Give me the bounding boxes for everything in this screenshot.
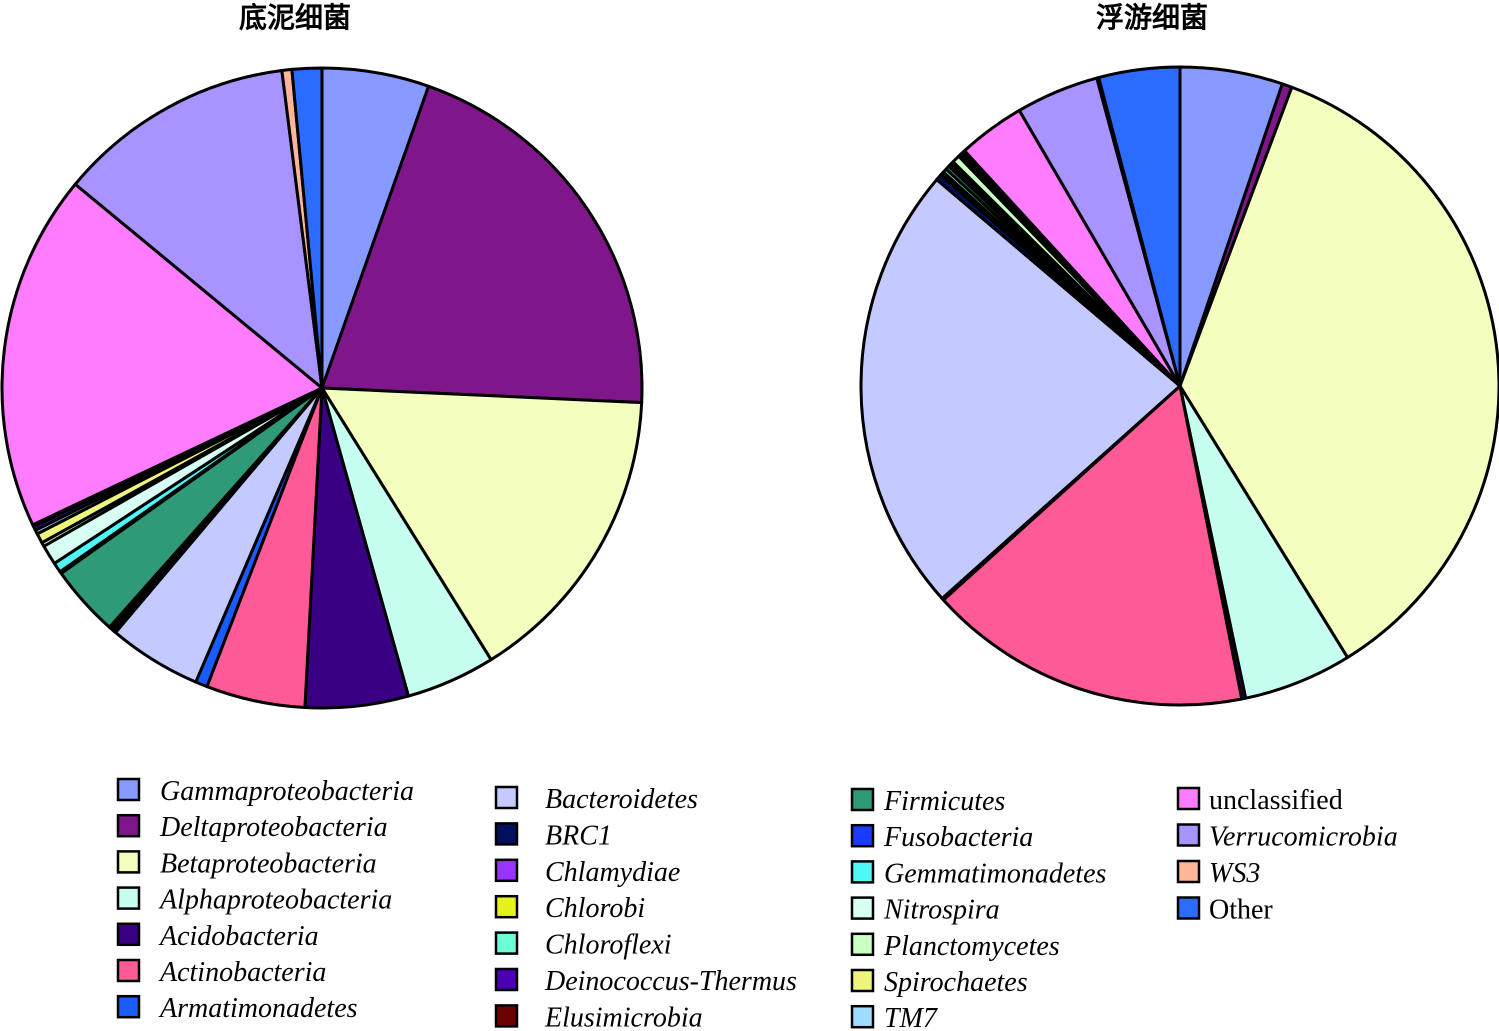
legend-swatch-spirochaetes xyxy=(850,968,875,993)
legend-label-gemmatimonadetes: Gemmatimonadetes xyxy=(884,858,1107,889)
legend-label-deltaproteobacteria: Deltaproteobacteria xyxy=(159,812,388,843)
legend-swatch-alphaproteobacteria xyxy=(116,886,141,910)
legend-swatch-gemmatimonadetes xyxy=(850,860,875,884)
pie-title-plankton: 浮游细菌 xyxy=(1096,1,1208,34)
legend-swatch-chloroflexi xyxy=(494,931,519,955)
legend-label-betaproteobacteria: Betaproteobacteria xyxy=(160,848,377,879)
pie-slice-sediment-unclassified xyxy=(0,182,324,527)
pie-slice-sediment-other xyxy=(290,66,324,390)
legend-label-deinococcus-thermus: Deinococcus-Thermus xyxy=(544,966,797,997)
legend-label-fusobacteria: Fusobacteria xyxy=(883,822,1033,853)
legend-label-chlorobi: Chlorobi xyxy=(545,893,645,924)
pie-slice-sediment-betaproteobacteria xyxy=(320,386,644,662)
legend-swatch-chlorobi xyxy=(494,894,519,919)
legend-label-chloroflexi: Chloroflexi xyxy=(545,930,672,961)
legend-label-brc1: BRC1 xyxy=(545,820,612,851)
legend-swatch-brc1 xyxy=(494,822,519,846)
legend-label-unclassified: unclassified xyxy=(1209,785,1343,816)
legend-swatch-fusobacteria xyxy=(850,823,875,848)
legend-swatch-deltaproteobacteria xyxy=(116,813,141,838)
legend-swatch-verrucomicrobia xyxy=(1176,823,1201,847)
legend-swatch-unclassified xyxy=(1176,786,1201,811)
legend-swatch-ws3 xyxy=(1176,859,1201,884)
pie-slice-sediment-deltaproteobacteria xyxy=(320,84,644,405)
legend-swatch-actinobacteria xyxy=(116,958,141,983)
legend-swatch-gammaproteobacteria xyxy=(116,777,141,802)
legend-swatch-planctomycetes xyxy=(850,932,875,957)
pie-slice-plankton-actinobacteria xyxy=(941,384,1244,707)
legend-swatch-betaproteobacteria xyxy=(116,850,141,874)
legend-swatch-chlamydiae xyxy=(494,858,519,883)
legend-label-planctomycetes: Planctomycetes xyxy=(883,931,1060,962)
pie-slice-plankton-bacteroidetes xyxy=(859,178,1182,600)
legend-swatch-firmicutes xyxy=(850,787,875,812)
legend-label-armatimonadetes: Armatimonadetes xyxy=(158,993,358,1024)
legend-label-actinobacteria: Actinobacteria xyxy=(158,957,326,988)
legend-swatch-armatimonadetes xyxy=(116,994,141,1019)
legend-label-alphaproteobacteria: Alphaproteobacteria xyxy=(158,885,392,916)
pie-chart-sediment xyxy=(0,66,644,710)
legend-label-elusimicrobia: Elusimicrobia xyxy=(544,1002,703,1031)
legend-label-tm7: TM7 xyxy=(884,1003,938,1031)
legend-swatch-deinococcus-thermus xyxy=(494,967,519,992)
legend-label-gammaproteobacteria: Gammaproteobacteria xyxy=(160,776,414,807)
legend-label-other: Other xyxy=(1209,895,1273,926)
pie-slice-sediment-verrucomicrobia xyxy=(73,69,324,390)
legend-swatch-elusimicrobia xyxy=(494,1004,519,1028)
legend-swatch-acidobacteria xyxy=(116,922,141,947)
legend-label-verrucomicrobia: Verrucomicrobia xyxy=(1209,822,1398,853)
legend-label-spirochaetes: Spirochaetes xyxy=(884,967,1028,998)
pie-slice-plankton-other xyxy=(1097,65,1182,388)
legend-label-bacteroidetes: Bacteroidetes xyxy=(545,784,698,815)
legend-label-ws3: WS3 xyxy=(1209,858,1260,889)
pie-chart-plankton xyxy=(859,65,1499,707)
legend-label-chlamydiae: Chlamydiae xyxy=(545,857,680,888)
legend-swatch-nitrospira xyxy=(850,896,875,920)
legend: Gammaproteobacteria Deltaproteobacteria Be… xyxy=(116,776,1398,1031)
legend-label-nitrospira: Nitrospira xyxy=(883,895,1000,926)
legend-swatch-bacteroidetes xyxy=(494,785,519,810)
legend-label-firmicutes: Firmicutes xyxy=(883,786,1005,817)
legend-swatch-tm7 xyxy=(850,1004,875,1029)
legend-swatch-other xyxy=(1176,896,1201,920)
legend-label-acidobacteria: Acidobacteria xyxy=(158,921,319,952)
pie-title-sediment: 底泥细菌 xyxy=(239,1,351,34)
